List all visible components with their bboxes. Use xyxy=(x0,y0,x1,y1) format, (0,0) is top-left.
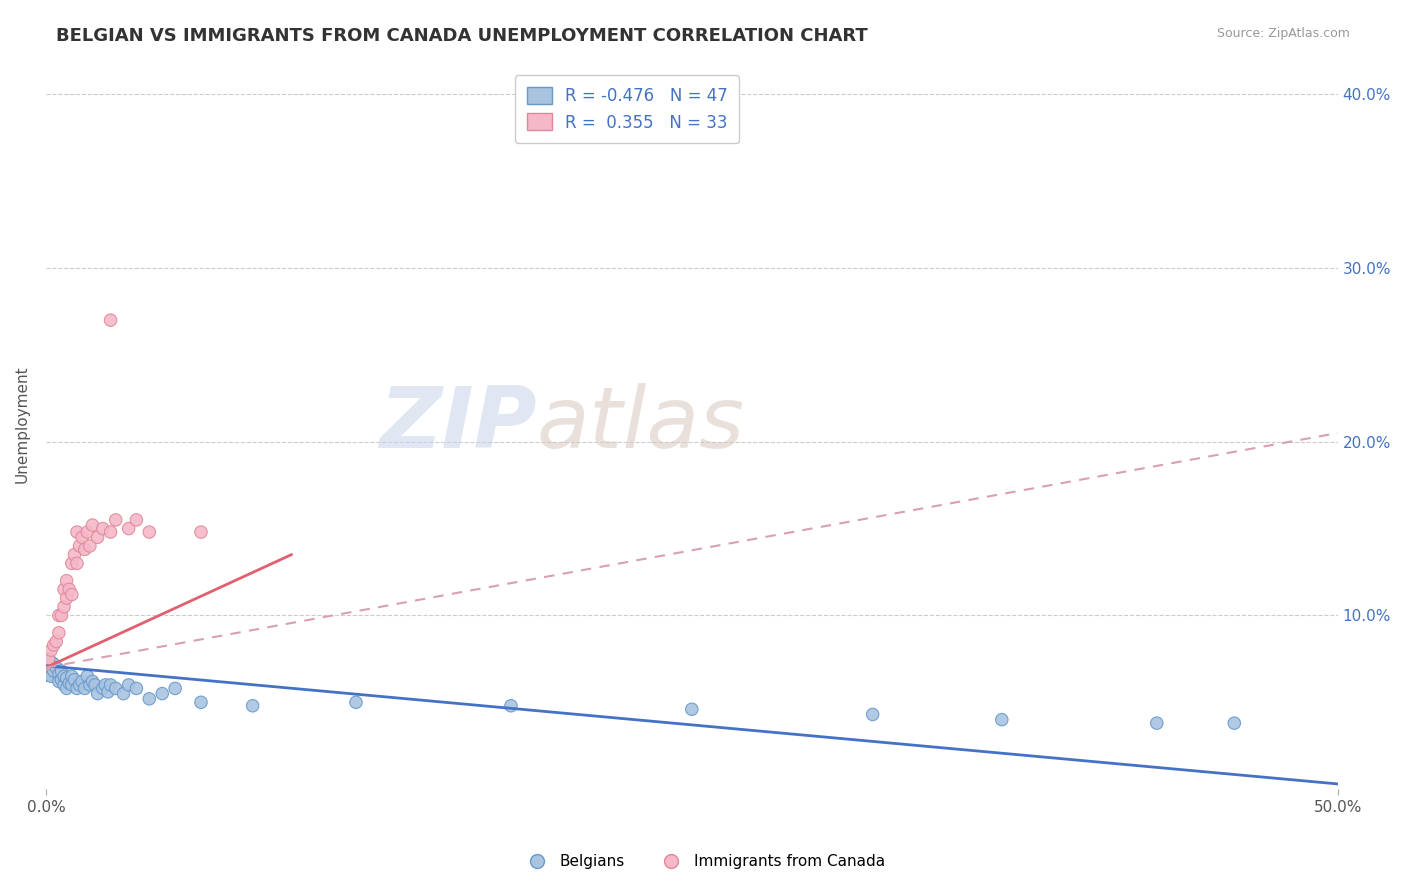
Point xyxy=(45,660,67,674)
Point xyxy=(53,582,76,597)
Point xyxy=(69,539,91,553)
Point xyxy=(344,695,367,709)
Point xyxy=(97,685,120,699)
Point xyxy=(1223,716,1246,731)
Point xyxy=(117,678,139,692)
Point xyxy=(53,599,76,614)
Point xyxy=(91,522,114,536)
Point xyxy=(39,643,62,657)
Point xyxy=(48,608,70,623)
Point xyxy=(70,530,93,544)
Point xyxy=(138,691,160,706)
Point xyxy=(100,313,122,327)
Point xyxy=(117,522,139,536)
Point xyxy=(60,678,83,692)
Point xyxy=(125,513,148,527)
Point xyxy=(242,698,264,713)
Point xyxy=(66,524,89,539)
Point xyxy=(42,657,65,671)
Point xyxy=(38,664,60,678)
Point xyxy=(53,678,76,692)
Point xyxy=(42,664,65,678)
Point xyxy=(104,681,127,696)
Point xyxy=(63,673,86,687)
Point xyxy=(60,669,83,683)
Point xyxy=(79,539,101,553)
Point xyxy=(51,608,73,623)
Point xyxy=(48,667,70,681)
Point xyxy=(76,669,98,683)
Point xyxy=(991,713,1014,727)
Point xyxy=(73,542,96,557)
Point xyxy=(55,671,77,685)
Point xyxy=(499,698,522,713)
Point xyxy=(125,681,148,696)
Point xyxy=(862,707,884,722)
Point xyxy=(150,687,173,701)
Point xyxy=(38,652,60,666)
Point xyxy=(84,678,107,692)
Point xyxy=(55,591,77,605)
Point xyxy=(190,524,212,539)
Point xyxy=(39,669,62,683)
Point xyxy=(1146,716,1168,731)
Point xyxy=(104,513,127,527)
Point xyxy=(82,674,104,689)
Point xyxy=(48,625,70,640)
Point xyxy=(190,695,212,709)
Point xyxy=(94,678,117,692)
Point xyxy=(66,681,89,696)
Text: atlas: atlas xyxy=(537,383,745,466)
Point xyxy=(60,588,83,602)
Point xyxy=(681,702,703,716)
Point xyxy=(69,678,91,692)
Legend: R = -0.476   N = 47, R =  0.355   N = 33: R = -0.476 N = 47, R = 0.355 N = 33 xyxy=(515,75,740,144)
Point xyxy=(100,678,122,692)
Point xyxy=(58,676,80,690)
Point xyxy=(73,681,96,696)
Legend: Belgians, Immigrants from Canada: Belgians, Immigrants from Canada xyxy=(515,848,891,875)
Point xyxy=(63,548,86,562)
Point xyxy=(55,574,77,588)
Point xyxy=(55,681,77,696)
Point xyxy=(86,687,108,701)
Point xyxy=(42,638,65,652)
Point xyxy=(45,634,67,648)
Point xyxy=(48,674,70,689)
Text: ZIP: ZIP xyxy=(380,383,537,466)
Point xyxy=(60,557,83,571)
Point xyxy=(100,524,122,539)
Y-axis label: Unemployment: Unemployment xyxy=(15,366,30,483)
Point xyxy=(51,664,73,678)
Point xyxy=(58,582,80,597)
Text: Source: ZipAtlas.com: Source: ZipAtlas.com xyxy=(1216,27,1350,40)
Point xyxy=(112,687,135,701)
Point xyxy=(86,530,108,544)
Point xyxy=(53,669,76,683)
Point xyxy=(51,673,73,687)
Point xyxy=(76,524,98,539)
Point xyxy=(165,681,187,696)
Point xyxy=(91,681,114,696)
Text: BELGIAN VS IMMIGRANTS FROM CANADA UNEMPLOYMENT CORRELATION CHART: BELGIAN VS IMMIGRANTS FROM CANADA UNEMPL… xyxy=(56,27,868,45)
Point xyxy=(138,524,160,539)
Point xyxy=(66,557,89,571)
Point xyxy=(79,678,101,692)
Point xyxy=(70,674,93,689)
Point xyxy=(35,660,58,674)
Point xyxy=(35,657,58,671)
Point xyxy=(82,518,104,533)
